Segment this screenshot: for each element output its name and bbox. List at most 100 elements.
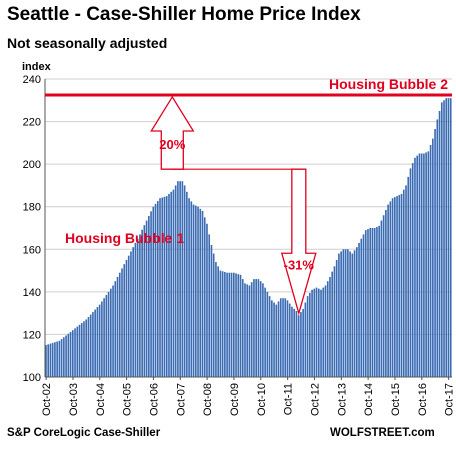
bar [398,195,401,377]
bar [244,283,246,377]
bar [156,201,159,377]
bar [51,342,54,377]
bar [170,191,173,377]
bar [264,287,266,377]
bar [432,138,434,377]
bar [300,312,302,377]
bar [163,196,166,377]
bar [123,264,126,377]
bar [358,242,360,377]
bar [87,317,90,377]
bar [333,266,336,377]
bar [134,242,137,377]
bar [226,272,228,377]
bar [230,272,233,377]
bar [347,249,349,377]
bar [257,279,260,377]
bar [152,206,155,377]
x-tick-label: Oct-13 [336,383,348,416]
bar [143,225,146,377]
bar [172,189,175,377]
bar [311,289,313,377]
bar [67,333,70,377]
bar [400,193,403,377]
bar [427,151,430,377]
bar [364,230,367,377]
bar [74,328,76,377]
bar [335,259,338,377]
x-tick-labels: Oct-02 Oct-03 Oct-04 Oct-05 Oct-06 Oct-07 Oct-… [41,383,456,416]
bar [389,201,392,377]
fall-label: -31% [284,257,315,272]
bar [268,296,271,377]
bar [221,271,224,377]
bar [96,307,99,377]
bar [315,287,318,377]
bar [210,245,213,377]
brand-credit: WOLFSTREET.com [330,427,435,439]
bar [369,228,372,377]
y-tick-label: 180 [23,202,41,214]
bar [353,250,356,377]
source-credit: S&P CoreLogic Case-Shiller [7,427,161,439]
bar [145,220,148,377]
bar [250,282,253,377]
bar [262,283,264,377]
y-axis-label: index [22,61,52,73]
bar [47,344,50,377]
x-tick-label: Oct-04 [95,383,107,416]
bar [324,285,327,377]
bar [114,281,117,377]
fall-arrow [280,168,317,316]
bar [443,100,445,378]
bar [322,287,325,377]
bar [313,288,316,377]
bar [349,251,351,377]
bar [190,201,193,377]
bar [306,296,309,377]
bar [418,153,421,377]
bar [248,285,251,377]
bar [217,266,219,377]
bar [235,273,237,377]
bar [83,321,85,377]
bar [94,309,96,377]
bar [237,274,240,377]
bar [69,331,72,377]
bar [125,259,128,377]
bar [380,220,383,377]
bar [373,228,376,377]
bar [85,319,88,377]
bar [340,251,342,377]
bar [253,279,255,377]
bar [391,198,394,377]
bar [420,153,423,377]
bar [246,284,249,377]
bar [394,197,396,377]
bar [342,249,345,377]
bar [103,298,105,377]
bar [228,272,231,377]
bar [275,304,278,377]
bar [139,234,141,377]
bar [405,185,407,377]
bar [212,253,215,377]
bar [284,298,287,377]
x-tick-label: Oct-08 [202,383,214,416]
bar [423,153,425,377]
x-tick-label: Oct-06 [148,383,160,416]
bar [127,255,130,377]
x-tick-label: Oct-05 [122,383,134,416]
bar [101,301,103,377]
bar [107,291,110,377]
bar [402,189,405,377]
annotations: Housing Bubble 2 Housing Bubble 1 20% -31% [45,76,452,316]
bar [224,271,226,377]
bar [360,238,363,377]
x-tick-label: Oct-12 [309,383,321,416]
y-tick-label: 120 [23,329,41,341]
y-tick-label: 140 [23,287,41,299]
y-tick-label: 240 [23,74,41,86]
bar [168,193,170,377]
x-tick-label: Oct-07 [175,383,187,416]
